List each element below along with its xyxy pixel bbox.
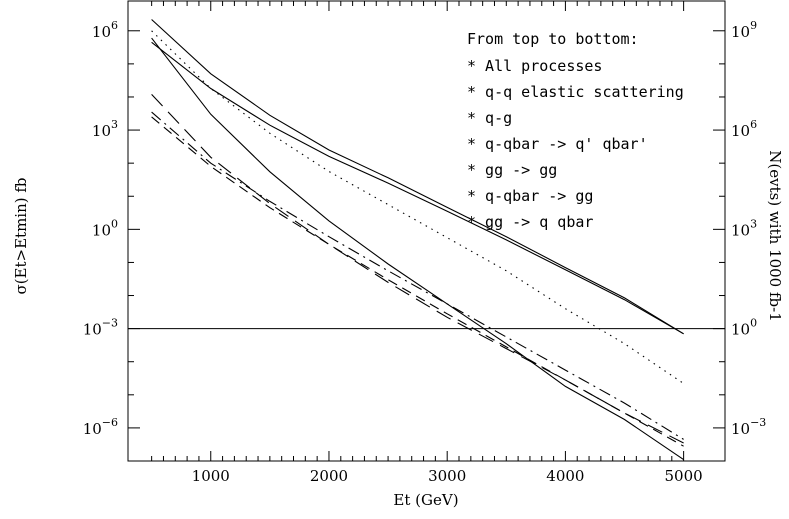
series-lines (151, 19, 684, 461)
y2-tick-label-exponent: 3 (750, 217, 757, 230)
y-tick-label: 106 (92, 19, 118, 41)
y2-tick-label: 106 (731, 118, 757, 140)
y-tick-label: 103 (92, 118, 118, 140)
y2-tick-label-base: 10 (731, 420, 750, 438)
y-tick-label: 100 (92, 217, 118, 239)
y-tick-label-base: 10 (92, 23, 111, 41)
legend-item: * All processes (467, 57, 602, 75)
series-line-4 (151, 37, 684, 461)
y-tick-label-exponent: 3 (111, 118, 118, 131)
y2-tick-label-base: 10 (731, 122, 750, 140)
y-tick-label-base: 10 (92, 221, 111, 239)
x-axis-label: Et (GeV) (393, 491, 458, 509)
y-tick-label: 10−6 (83, 416, 118, 438)
series-line-5 (151, 94, 684, 444)
legend-title: From top to bottom: (467, 30, 639, 48)
y-tick-label-base: 10 (92, 122, 111, 140)
series-line-2 (151, 41, 684, 335)
legend: From top to bottom: * All processes * q-q… (467, 30, 684, 231)
y-tick-label-exponent: 6 (111, 19, 118, 32)
y2-tick-label-base: 10 (731, 23, 750, 41)
x-tick-label: 1000 (192, 467, 230, 485)
y-tick-label-exponent: −3 (102, 317, 118, 330)
series-line-1 (151, 19, 684, 335)
y2-tick-label: 10−3 (731, 416, 766, 438)
legend-item: * q-qbar -> q' qbar' (467, 135, 648, 153)
y2-tick-label-base: 10 (731, 221, 750, 239)
y2-tick-label-exponent: 0 (750, 317, 757, 330)
y-tick-label: 10−3 (83, 317, 118, 339)
legend-item: * q-q elastic scattering (467, 83, 684, 101)
y2-tick-label: 103 (731, 217, 757, 239)
plot-frame (127, 0, 726, 462)
y-tick-label-base: 10 (83, 321, 102, 339)
y2-axis-label: N(evts) with 1000 fb-1 (766, 150, 784, 321)
legend-item: * q-g (467, 109, 512, 127)
y2-tick-label-exponent: 9 (750, 19, 757, 32)
y2-tick-label-exponent: 6 (750, 118, 757, 131)
axis-ticks: 1000 2000 3000 4000 500010610310010−310−6109… (83, 1, 766, 485)
y-tick-label-exponent: 0 (111, 217, 118, 230)
y2-tick-label-base: 10 (731, 321, 750, 339)
y2-tick-label: 100 (731, 317, 757, 339)
y2-tick-label: 109 (731, 19, 757, 41)
legend-item: * gg -> q qbar (467, 213, 593, 231)
x-tick-label: 3000 (428, 467, 466, 485)
legend-item: * q-qbar -> gg (467, 187, 593, 205)
y-axis-label: σ(Et>Etmin) fb (12, 177, 30, 294)
legend-item: * gg -> gg (467, 161, 557, 179)
series-line-7 (151, 116, 684, 447)
x-tick-label: 5000 (665, 467, 703, 485)
x-tick-label: 2000 (310, 467, 348, 485)
x-tick-label: 4000 (546, 467, 584, 485)
y2-tick-label-exponent: −3 (750, 416, 766, 429)
y-tick-label-base: 10 (83, 420, 102, 438)
y-tick-label-exponent: −6 (102, 416, 118, 429)
series-line-6 (151, 111, 684, 440)
